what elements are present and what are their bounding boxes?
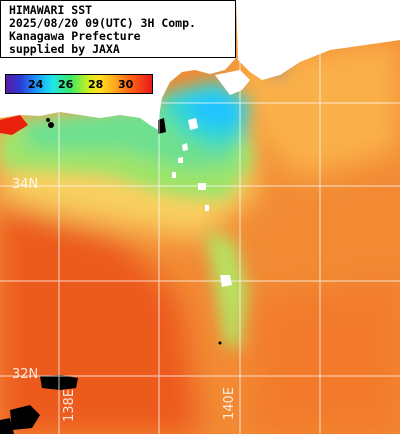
title-line-4: supplied by JAXA	[9, 42, 120, 56]
title-line-1: HIMAWARI SST	[9, 3, 93, 17]
title-line-3: Kanagawa Prefecture	[9, 29, 141, 43]
colorbar-tick-26: 26	[58, 78, 74, 91]
cloud-mask	[0, 118, 222, 434]
lat-label-34n: 34N	[12, 177, 39, 192]
title-line-2: 2025/08/20 09(UTC) 3H Comp.	[9, 16, 196, 30]
sst-colorbar: 24 26 28 30	[5, 74, 153, 94]
lat-label-32n: 32N	[12, 367, 39, 382]
colorbar-tick-28: 28	[88, 78, 104, 91]
colorbar-tick-24: 24	[28, 78, 44, 91]
lon-label-140e: 140E	[222, 386, 237, 420]
lon-label-138e: 138E	[62, 388, 77, 422]
title-box: HIMAWARI SST 2025/08/20 09(UTC) 3H Comp. K…	[0, 0, 236, 58]
colorbar-tick-30: 30	[118, 78, 134, 91]
